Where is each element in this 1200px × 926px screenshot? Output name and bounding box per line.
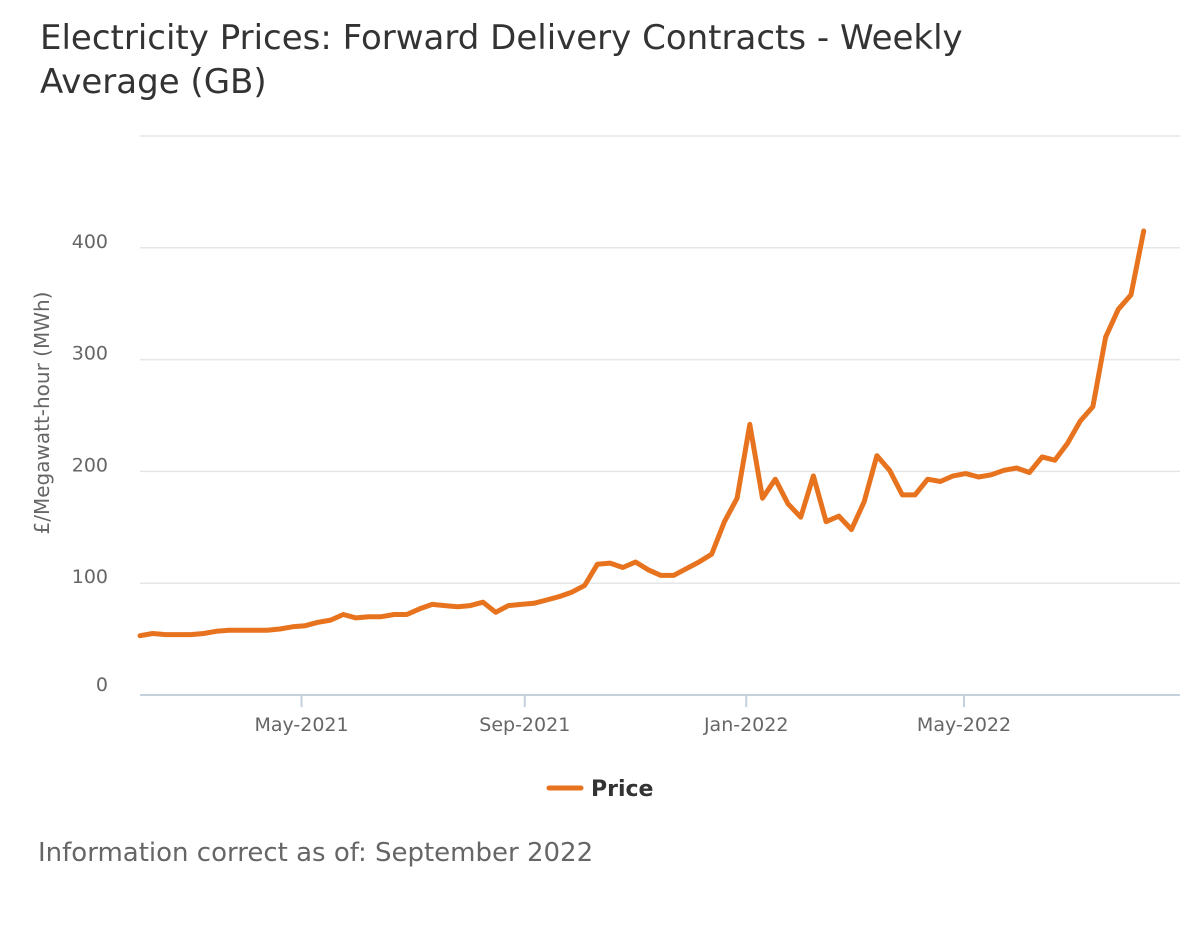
y-axis-label: £/Megawatt-hour (MWh) [30,292,54,535]
x-tick-label: Sep-2021 [479,714,570,736]
y-tick-label: 400 [72,231,108,253]
footnote: Information correct as of: September 202… [38,838,594,868]
legend-label-price[interactable]: Price [591,777,653,802]
y-tick-label: 0 [96,674,108,696]
chart-title: Electricity Prices: Forward Delivery Con… [40,18,963,102]
y-tick-label: 300 [72,343,108,365]
y-tick-label: 100 [72,566,108,588]
series-line-price[interactable] [137,228,1147,639]
series-group [137,228,1147,639]
legend[interactable]: Price [546,777,653,802]
x-tick-label: May-2021 [254,714,348,736]
gridlines [140,135,1180,584]
x-axis-ticks: May-2021 Sep-2021 Jan-2022 May-2022 [254,695,1011,736]
x-tick-label: Jan-2022 [703,714,789,736]
y-tick-label: 200 [72,454,108,476]
x-tick-label: May-2022 [917,714,1011,736]
y-axis-ticks: 0 100 200 300 400 [72,231,108,696]
